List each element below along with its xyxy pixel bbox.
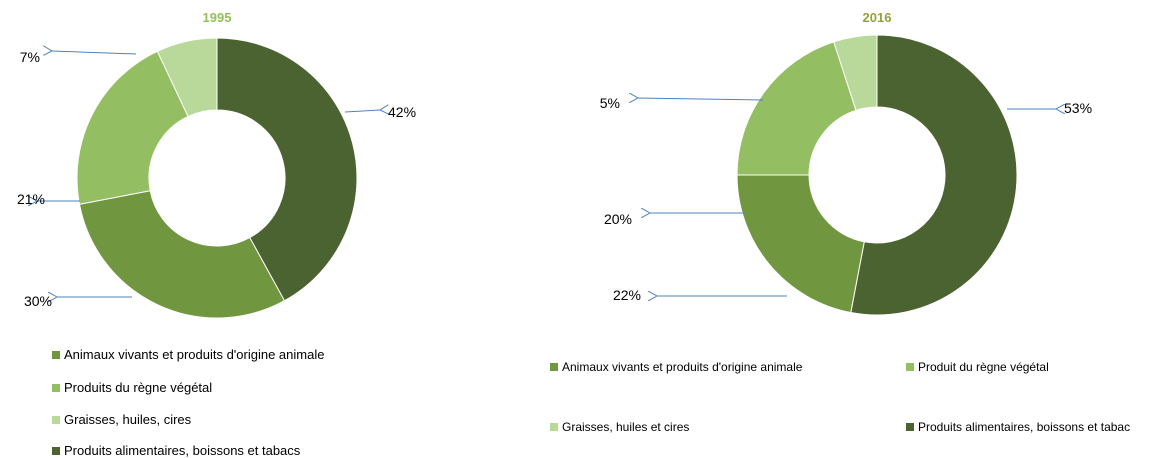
legend-item: Graisses, huiles et cires: [550, 420, 689, 434]
donut-slice-vegetal: [736, 41, 857, 176]
label-arrow: [344, 110, 380, 112]
slice-percent-label: 5%: [600, 95, 620, 111]
donut-slice-vegetal: [76, 50, 189, 205]
donut-chart-1995: 1995 42% 30% 21% 7%: [17, 10, 416, 319]
donut-slice-graisses: [833, 34, 878, 111]
legend-label: Graisses, huiles, cires: [64, 412, 192, 427]
legend-swatch: [550, 423, 558, 431]
slice-percent-label: 7%: [20, 49, 40, 65]
legend-label: Produits alimentaires, boissons et tabac…: [64, 443, 301, 458]
legend-label: Animaux vivants et produits d'origine an…: [64, 347, 325, 362]
legend-swatch: [52, 415, 60, 424]
legend-swatch: [52, 383, 60, 392]
legend-label: Produits alimentaires, boissons et tabac: [918, 420, 1131, 434]
legend-item: Produit du règne végétal: [906, 360, 1049, 374]
label-arrow: [52, 51, 137, 54]
slice-percent-label: 20%: [604, 211, 632, 227]
legend-swatch: [906, 363, 914, 371]
legend-label: Graisses, huiles et cires: [562, 420, 690, 434]
slice-percent-label: 22%: [613, 287, 641, 303]
chart-title-1995: 1995: [203, 10, 232, 25]
legend-item: Animaux vivants et produits d'origine an…: [550, 360, 802, 374]
donut-slice-animaux: [78, 190, 286, 319]
legend-item: Animaux vivants et produits d'origine an…: [52, 347, 324, 362]
legend-item: Produits alimentaires, boissons et tabac…: [52, 443, 300, 458]
chart-title-2016: 2016: [863, 10, 892, 25]
donut-slice-graisses: [156, 37, 218, 118]
legend-label: Animaux vivants et produits d'origine an…: [562, 360, 803, 374]
donut-slice-alimentaires: [216, 37, 358, 302]
legend-swatch: [550, 363, 558, 371]
legend-label: Produits du règne végétal: [64, 380, 213, 395]
label-arrow: [638, 98, 764, 100]
legend-item: Graisses, huiles, cires: [52, 412, 191, 427]
donut-slice-animaux: [736, 174, 865, 314]
slice-percent-label: 42%: [388, 104, 416, 120]
slice-percent-label: 53%: [1064, 100, 1092, 116]
legend-label: Produit du règne végétal: [918, 360, 1049, 374]
legend-swatch: [906, 423, 914, 431]
donut-slice-alimentaires: [850, 34, 1018, 316]
legend-item: Produits du règne végétal: [52, 380, 212, 395]
slice-percent-label: 30%: [24, 293, 52, 309]
slice-percent-label: 21%: [17, 191, 45, 207]
legend-item: Produits alimentaires, boissons et tabac: [906, 420, 1130, 434]
legend-swatch: [52, 350, 60, 359]
donut-chart-2016: 2016 53% 22% 20% 5%: [600, 10, 1092, 316]
legend-swatch: [52, 446, 60, 455]
